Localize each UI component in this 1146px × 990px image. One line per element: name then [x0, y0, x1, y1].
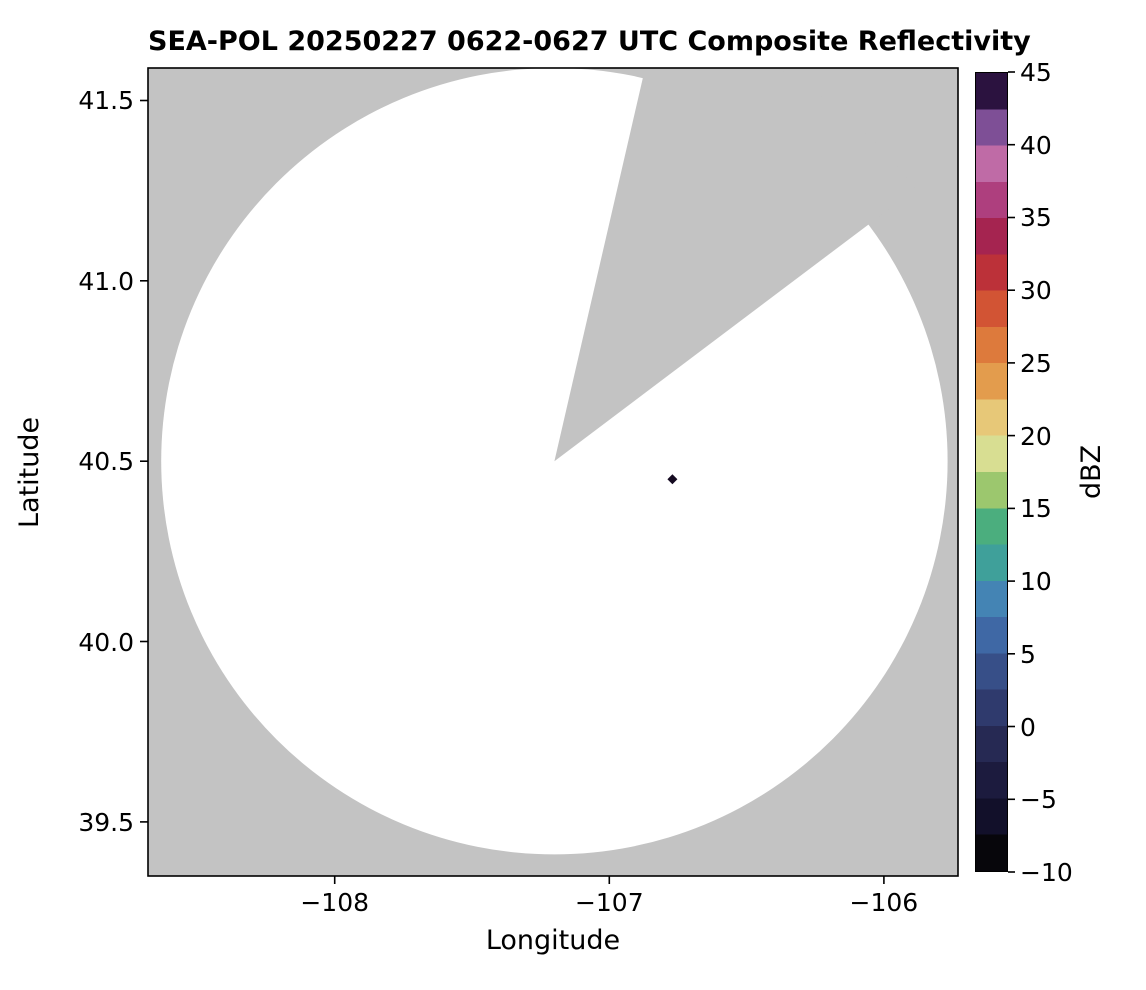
y-tick-label: 40.5	[78, 447, 134, 477]
x-tick-label: −108	[300, 888, 370, 917]
colorbar-tick-label: 20	[1020, 421, 1052, 451]
colorbar-tick-label: 5	[1020, 639, 1036, 669]
y-tick-label: 41.5	[78, 86, 134, 116]
x-tick-label: −106	[849, 888, 919, 917]
x-axis-label: Longitude	[485, 925, 621, 956]
chart-title: SEA-POL 20250227 0622-0627 UTC Composite…	[148, 26, 1031, 57]
colorbar-tick-label: 25	[1020, 348, 1052, 378]
colorbar-tick-label: 45	[1020, 58, 1052, 87]
colorbar-tick-label: 0	[1020, 712, 1036, 742]
colorbar-tick-label: 30	[1020, 276, 1052, 306]
colorbar-label: dBZ	[1076, 444, 1107, 500]
colorbar-tick-label: 35	[1020, 203, 1052, 233]
colorbar-tick-label: 10	[1020, 567, 1052, 597]
x-tick-label: −107	[574, 888, 644, 917]
colorbar-tick-label: −5	[1020, 785, 1057, 815]
blocked-sector-wedge	[554, 68, 916, 462]
y-tick-label: 40.0	[78, 627, 134, 657]
colorbar-tick-label: 40	[1020, 130, 1052, 160]
colorbar	[975, 72, 1008, 872]
y-tick-label: 39.5	[78, 807, 134, 837]
reflectivity-echo	[667, 474, 678, 485]
y-axis-label: Latitude	[14, 416, 45, 528]
axes-frame	[147, 67, 959, 877]
y-tick-label: 41.0	[78, 266, 134, 296]
colorbar-tick-label: −10	[1020, 858, 1073, 887]
colorbar-tick-label: 15	[1020, 494, 1052, 524]
